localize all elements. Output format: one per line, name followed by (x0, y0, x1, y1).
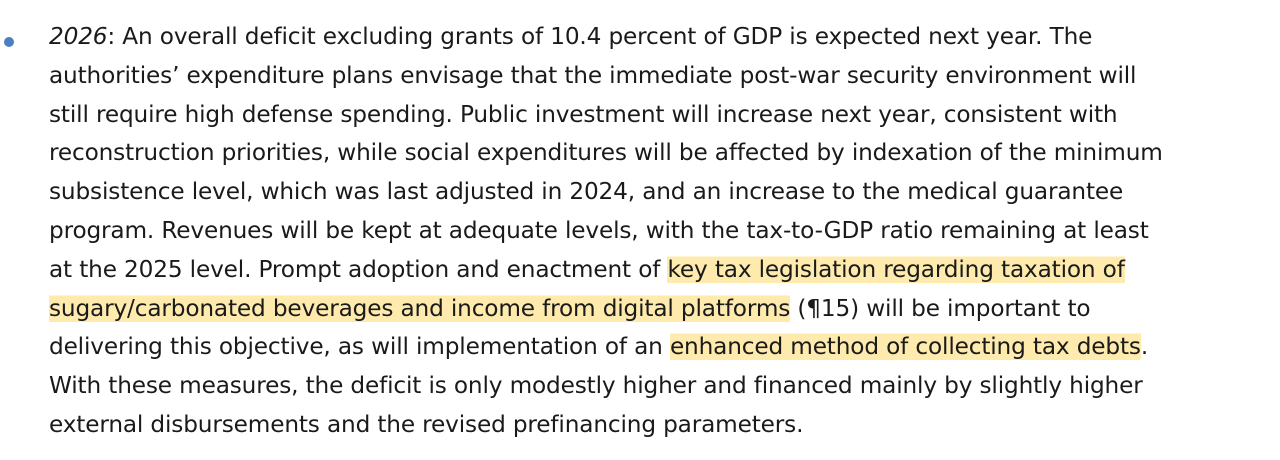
text-line: program. Revenues will be kept at adequa… (49, 216, 1149, 244)
year-label: 2026 (49, 23, 108, 50)
highlighted-text: sugary/carbonated beverages and income f… (49, 292, 791, 324)
text-line: at the 2025 level. Prompt adoption and e… (49, 251, 1259, 290)
text-run: . (1140, 333, 1149, 361)
text-run: (¶15) will be important to (790, 294, 1091, 322)
text-run: : An overall deficit excluding grants of… (107, 23, 1093, 50)
text-line: 2026: An overall deficit excluding grant… (49, 18, 1259, 57)
text-line: subsistence level, which was last adjust… (49, 178, 1124, 206)
bullet-paragraph: 2026: An overall deficit excluding grant… (49, 18, 1259, 445)
text-line: With these measures, the deficit is only… (49, 372, 1143, 400)
text-line: authorities’ expenditure plans envisage … (49, 61, 1137, 89)
text-line: external disbursements and the revised p… (49, 410, 804, 438)
highlighted-text: key tax legislation regarding taxation o… (667, 253, 1125, 285)
text-line: delivering this objective, as will imple… (49, 328, 1259, 367)
highlighted-text: enhanced method of collecting tax debts (669, 331, 1141, 363)
text-run: at the 2025 level. Prompt adoption and e… (49, 255, 668, 283)
text-line: still require high defense spending. Pub… (49, 100, 1118, 128)
text-line: reconstruction priorities, while social … (49, 139, 1163, 167)
text-line: sugary/carbonated beverages and income f… (49, 290, 1259, 329)
bullet-point-icon (4, 37, 14, 47)
text-run: delivering this objective, as will imple… (49, 333, 670, 361)
